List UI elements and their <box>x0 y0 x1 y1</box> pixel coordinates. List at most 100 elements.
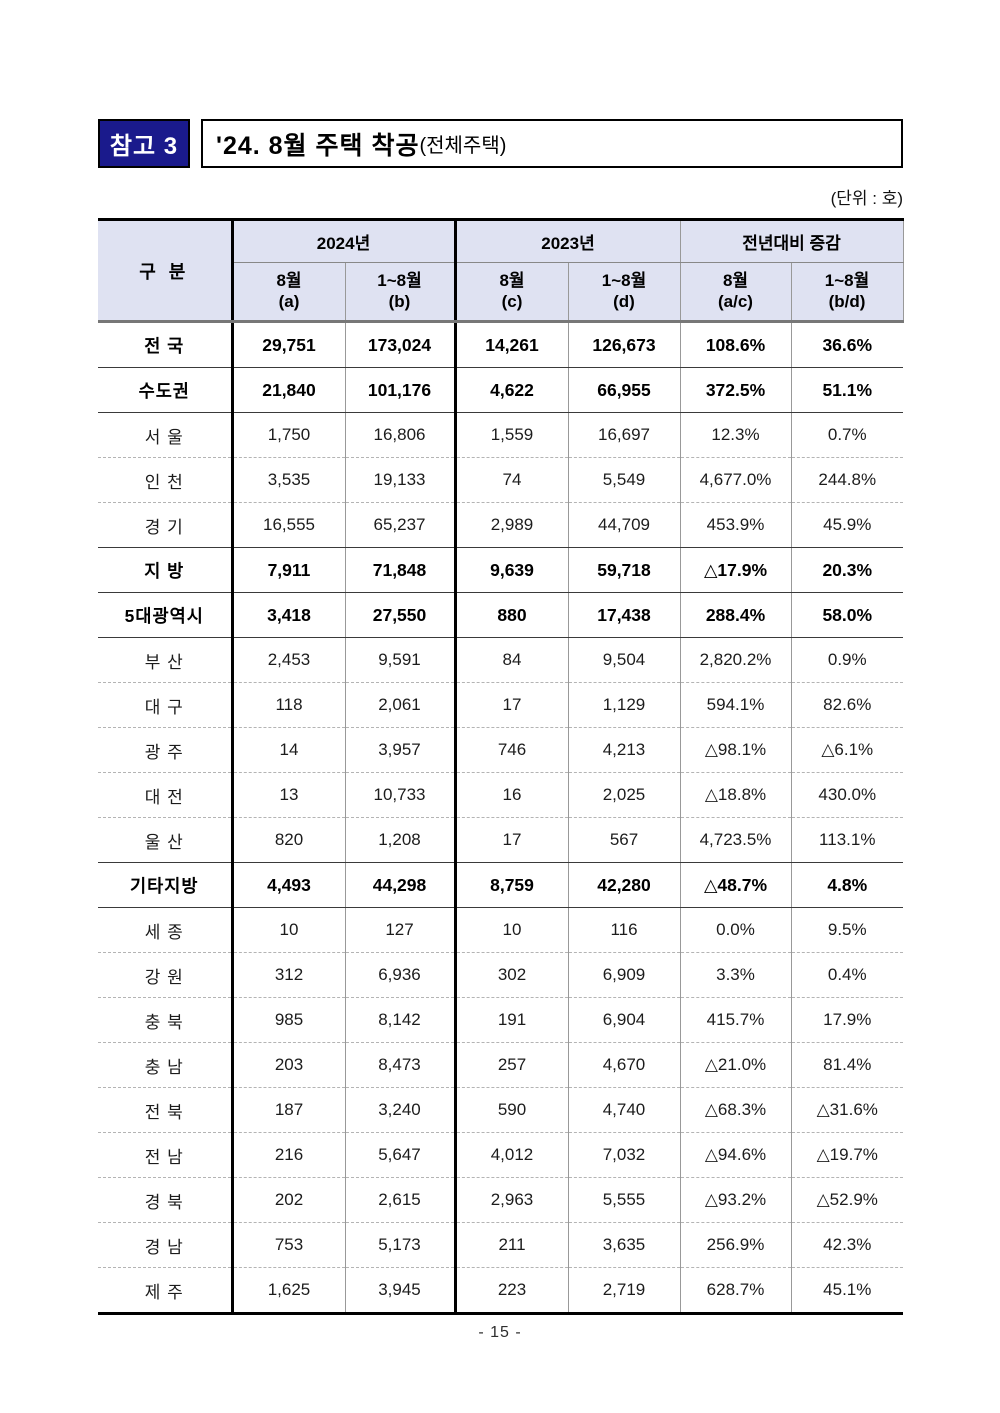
cell-value: 4,723.5% <box>679 817 791 863</box>
cell-value: △93.2% <box>679 1177 791 1223</box>
col-header-line1: 8월 <box>722 271 749 291</box>
cell-value: 118 <box>230 682 345 728</box>
col-header-jan-aug-bd: 1~8월 (b/d) <box>790 262 904 323</box>
table-row: 전 국 29,751 173,024 14,261 126,673 108.6%… <box>98 321 904 368</box>
cell-value: 82.6% <box>790 682 904 728</box>
cell-value: 4,213 <box>567 727 680 773</box>
cell-value: 0.7% <box>790 412 904 458</box>
cell-value: 9.5% <box>790 907 904 953</box>
cell-value: 17,438 <box>567 592 680 638</box>
row-label: 기타지방 <box>98 862 232 908</box>
cell-value: 4.8% <box>790 862 904 908</box>
cell-value: 9,591 <box>344 637 455 683</box>
row-label: 경 기 <box>98 502 232 548</box>
cell-value: 10 <box>453 907 568 953</box>
cell-value: △18.8% <box>679 772 791 818</box>
cell-value: 0.0% <box>679 907 791 953</box>
cell-value: 1,625 <box>230 1267 345 1314</box>
cell-value: 2,719 <box>567 1267 680 1314</box>
row-label: 대 전 <box>98 772 232 818</box>
cell-value: 4,622 <box>453 367 568 413</box>
cell-value: 17 <box>453 817 568 863</box>
row-label: 대 구 <box>98 682 232 728</box>
cell-value: 6,909 <box>567 952 680 998</box>
cell-value: 223 <box>453 1267 568 1314</box>
row-label: 부 산 <box>98 637 232 683</box>
table-row: 충 남 203 8,473 257 4,670 △21.0% 81.4% <box>98 1042 904 1088</box>
cell-value: 84 <box>453 637 568 683</box>
housing-starts-table: 구 분 2024년 2023년 전년대비 증감 8월 (a) 1~8월 (b) <box>98 218 904 1315</box>
cell-value: 187 <box>230 1087 345 1133</box>
unit-note: (단위 : 호) <box>830 189 903 208</box>
cell-value: 594.1% <box>679 682 791 728</box>
cell-value: 12.3% <box>679 412 791 458</box>
cell-value: 880 <box>453 592 568 638</box>
cell-value: 42,280 <box>567 862 680 908</box>
cell-value: 81.4% <box>790 1042 904 1088</box>
cell-value: 2,453 <box>230 637 345 683</box>
cell-value: 567 <box>567 817 680 863</box>
col-header-line2: (c) <box>501 291 523 311</box>
table-row: 경 북 202 2,615 2,963 5,555 △93.2% △52.9% <box>98 1177 904 1223</box>
cell-value: 3.3% <box>679 952 791 998</box>
cell-value: 211 <box>453 1222 568 1268</box>
row-label: 강 원 <box>98 952 232 998</box>
cell-value: 16,555 <box>230 502 345 548</box>
table-row: 경 기 16,555 65,237 2,989 44,709 453.9% 45… <box>98 502 904 548</box>
cell-value: 2,989 <box>453 502 568 548</box>
cell-value: 126,673 <box>567 321 680 368</box>
cell-value: 113.1% <box>790 817 904 863</box>
cell-value: 16,806 <box>344 412 455 458</box>
cell-value: 0.4% <box>790 952 904 998</box>
cell-value: △48.7% <box>679 862 791 908</box>
cell-value: 65,237 <box>344 502 455 548</box>
cell-value: △94.6% <box>679 1132 791 1178</box>
table-row: 광 주 14 3,957 746 4,213 △98.1% △6.1% <box>98 727 904 773</box>
col-header-jan-aug-d: 1~8월 (d) <box>567 262 680 323</box>
col-header-line2: (d) <box>613 291 635 311</box>
col-header-jan-aug-b: 1~8월 (b) <box>344 262 455 323</box>
corner-header: 구 분 <box>98 219 232 323</box>
cell-value: 453.9% <box>679 502 791 548</box>
table-row: 부 산 2,453 9,591 84 9,504 2,820.2% 0.9% <box>98 637 904 683</box>
col-header-line1: 1~8월 <box>377 271 422 291</box>
table-body: 전 국 29,751 173,024 14,261 126,673 108.6%… <box>98 321 904 1314</box>
reference-badge-label: 참고 3 <box>109 133 179 160</box>
cell-value: 29,751 <box>230 321 345 368</box>
row-label: 광 주 <box>98 727 232 773</box>
cell-value: 302 <box>453 952 568 998</box>
cell-value: 27,550 <box>344 592 455 638</box>
cell-value: 3,535 <box>230 457 345 503</box>
cell-value: 45.1% <box>790 1267 904 1314</box>
cell-value: 9,639 <box>453 547 568 593</box>
table-row: 전 북 187 3,240 590 4,740 △68.3% △31.6% <box>98 1087 904 1133</box>
row-label: 충 북 <box>98 997 232 1043</box>
cell-value: 985 <box>230 997 345 1043</box>
table-row: 지 방 7,911 71,848 9,639 59,718 △17.9% 20.… <box>98 547 904 593</box>
cell-value: 44,298 <box>344 862 455 908</box>
cell-value: 1,208 <box>344 817 455 863</box>
cell-value: 244.8% <box>790 457 904 503</box>
col-header-line2: (b/d) <box>828 291 866 311</box>
cell-value: 1,750 <box>230 412 345 458</box>
cell-value: 74 <box>453 457 568 503</box>
cell-value: 4,677.0% <box>679 457 791 503</box>
cell-value: 108.6% <box>679 321 791 368</box>
page-title: '24. 8월 주택 착공 <box>216 131 420 160</box>
table-row: 5대광역시 3,418 27,550 880 17,438 288.4% 58.… <box>98 592 904 638</box>
document-header: 참고 3 '24. 8월 주택 착공 (전체주택) <box>98 119 903 168</box>
cell-value: 628.7% <box>679 1267 791 1314</box>
table-row: 충 북 985 8,142 191 6,904 415.7% 17.9% <box>98 997 904 1043</box>
row-label: 지 방 <box>98 547 232 593</box>
header-group-row: 구 분 2024년 2023년 전년대비 증감 <box>98 219 904 323</box>
cell-value: 753 <box>230 1222 345 1268</box>
cell-value: 2,061 <box>344 682 455 728</box>
cell-value: 71,848 <box>344 547 455 593</box>
cell-value: 202 <box>230 1177 345 1223</box>
cell-value: 21,840 <box>230 367 345 413</box>
cell-value: 58.0% <box>790 592 904 638</box>
cell-value: 16,697 <box>567 412 680 458</box>
row-label: 서 울 <box>98 412 232 458</box>
cell-value: 3,418 <box>230 592 345 638</box>
title-box: '24. 8월 주택 착공 (전체주택) <box>201 119 903 168</box>
